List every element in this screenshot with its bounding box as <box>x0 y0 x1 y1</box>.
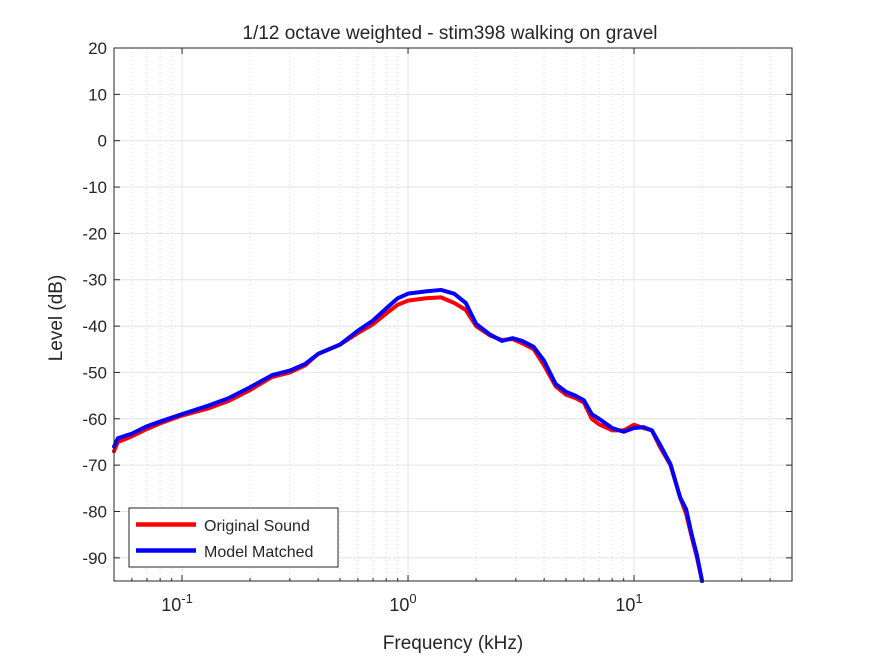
y-tick-label: -10 <box>82 178 107 197</box>
legend-label-original-sound: Original Sound <box>204 518 310 535</box>
chart-title: 1/12 octave weighted - stim398 walking o… <box>242 23 657 44</box>
y-tick-label: 0 <box>98 132 107 151</box>
ticks <box>114 47 792 581</box>
legend-box <box>128 507 339 568</box>
plot-area-background <box>114 48 792 581</box>
y-tick-label: -20 <box>82 224 107 243</box>
x-tick-label: 100 <box>389 591 416 615</box>
major-grid <box>114 47 792 581</box>
y-axis-label: Level (dB) <box>46 275 67 362</box>
x-tick-label: 101 <box>615 591 642 615</box>
x-axis-label: Frequency (kHz) <box>383 633 523 654</box>
x-tick-labels: 10-1 100 101 <box>161 591 642 615</box>
y-tick-labels: 20 10 0 -10 -20 -30 -40 -50 -60 -70 -80 -90 <box>82 39 107 568</box>
y-tick-label: -30 <box>82 271 107 290</box>
x-tick-label: 10-1 <box>161 591 193 615</box>
y-tick-label: -90 <box>82 549 107 568</box>
minor-grid <box>131 48 771 581</box>
y-tick-label: -80 <box>82 502 107 521</box>
y-tick-label: -70 <box>82 456 107 475</box>
legend-label-model-matched: Model Matched <box>204 544 313 561</box>
axes-box <box>113 47 793 582</box>
y-tick-label: 20 <box>88 39 107 58</box>
series-line-1 <box>112 287 705 583</box>
y-tick-label: 10 <box>88 85 107 104</box>
legend: Original Sound Model Matched <box>128 507 339 568</box>
series-layer <box>112 287 705 583</box>
y-tick-label: -60 <box>82 410 107 429</box>
y-tick-label: -50 <box>82 363 107 382</box>
y-tick-label: -40 <box>82 317 107 336</box>
